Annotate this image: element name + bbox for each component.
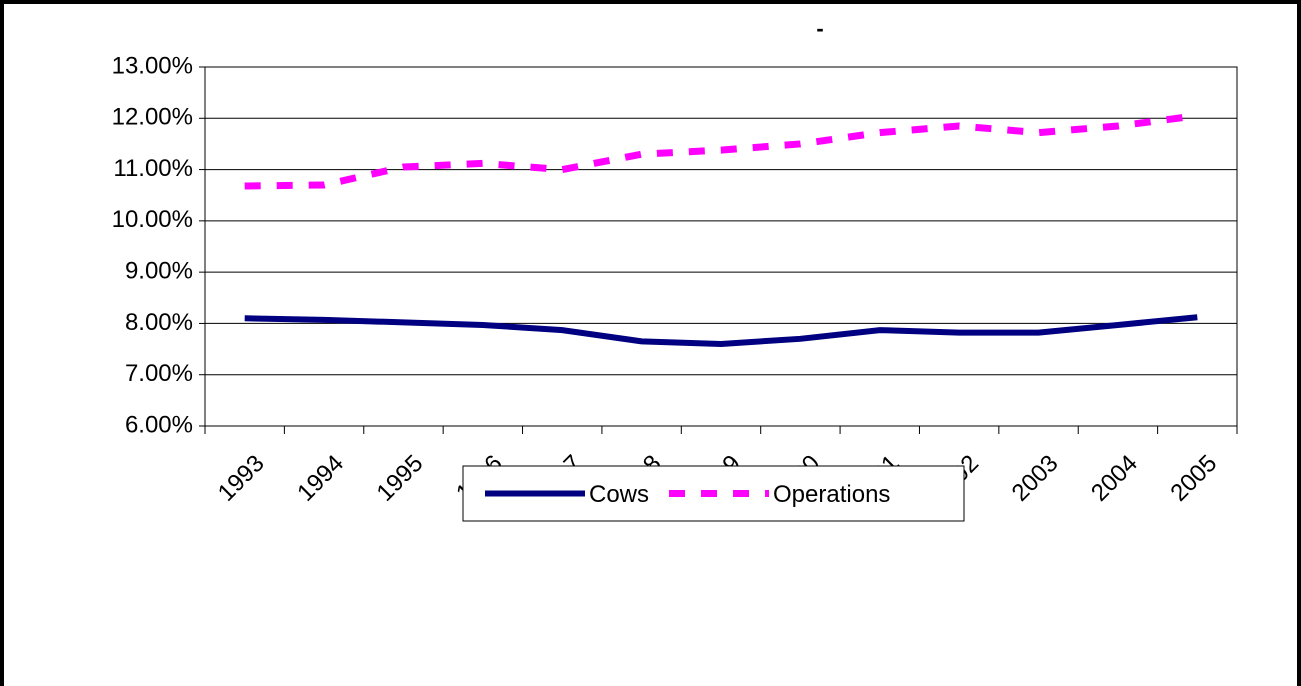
plot-area (204, 66, 1238, 427)
y-tick-label: 12.00% (112, 104, 193, 131)
y-tick-label: 9.00% (125, 257, 193, 284)
legend-label: Cows (589, 481, 649, 508)
y-tick-label: 7.00% (125, 360, 193, 387)
y-tick-label: 13.00% (112, 52, 193, 79)
y-tick-label: 11.00% (113, 155, 193, 182)
series-line (244, 314, 1198, 347)
y-tick-label: 10.00% (112, 206, 193, 233)
legend-label: Operations (773, 481, 890, 508)
series-line (244, 112, 1198, 190)
y-tick-label: 6.00% (125, 411, 193, 438)
chart-title: - (816, 16, 823, 41)
y-tick-label: 8.00% (125, 309, 193, 336)
